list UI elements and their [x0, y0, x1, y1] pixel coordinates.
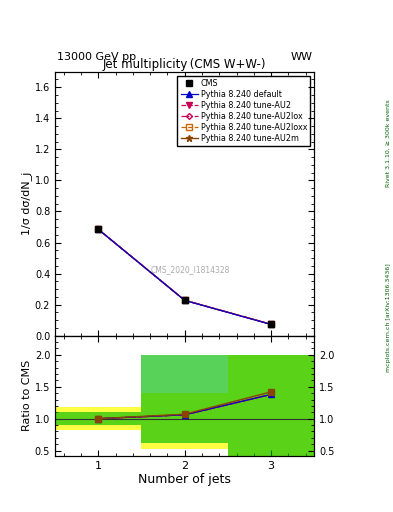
- Text: 13000 GeV pp: 13000 GeV pp: [57, 52, 136, 62]
- Title: Jet multiplicity (CMS W+W-): Jet multiplicity (CMS W+W-): [103, 57, 266, 71]
- X-axis label: Number of jets: Number of jets: [138, 473, 231, 486]
- Text: CMS_2020_I1814328: CMS_2020_I1814328: [150, 265, 230, 274]
- Y-axis label: 1/σ dσ/dN_j: 1/σ dσ/dN_j: [21, 172, 32, 236]
- Text: mcplots.cern.ch [arXiv:1306.3436]: mcplots.cern.ch [arXiv:1306.3436]: [386, 263, 391, 372]
- Text: Rivet 3.1.10, ≥ 300k events: Rivet 3.1.10, ≥ 300k events: [386, 99, 391, 187]
- Text: WW: WW: [290, 52, 312, 62]
- Y-axis label: Ratio to CMS: Ratio to CMS: [22, 360, 32, 431]
- Legend: CMS, Pythia 8.240 default, Pythia 8.240 tune-AU2, Pythia 8.240 tune-AU2lox, Pyth: CMS, Pythia 8.240 default, Pythia 8.240 …: [177, 76, 310, 146]
